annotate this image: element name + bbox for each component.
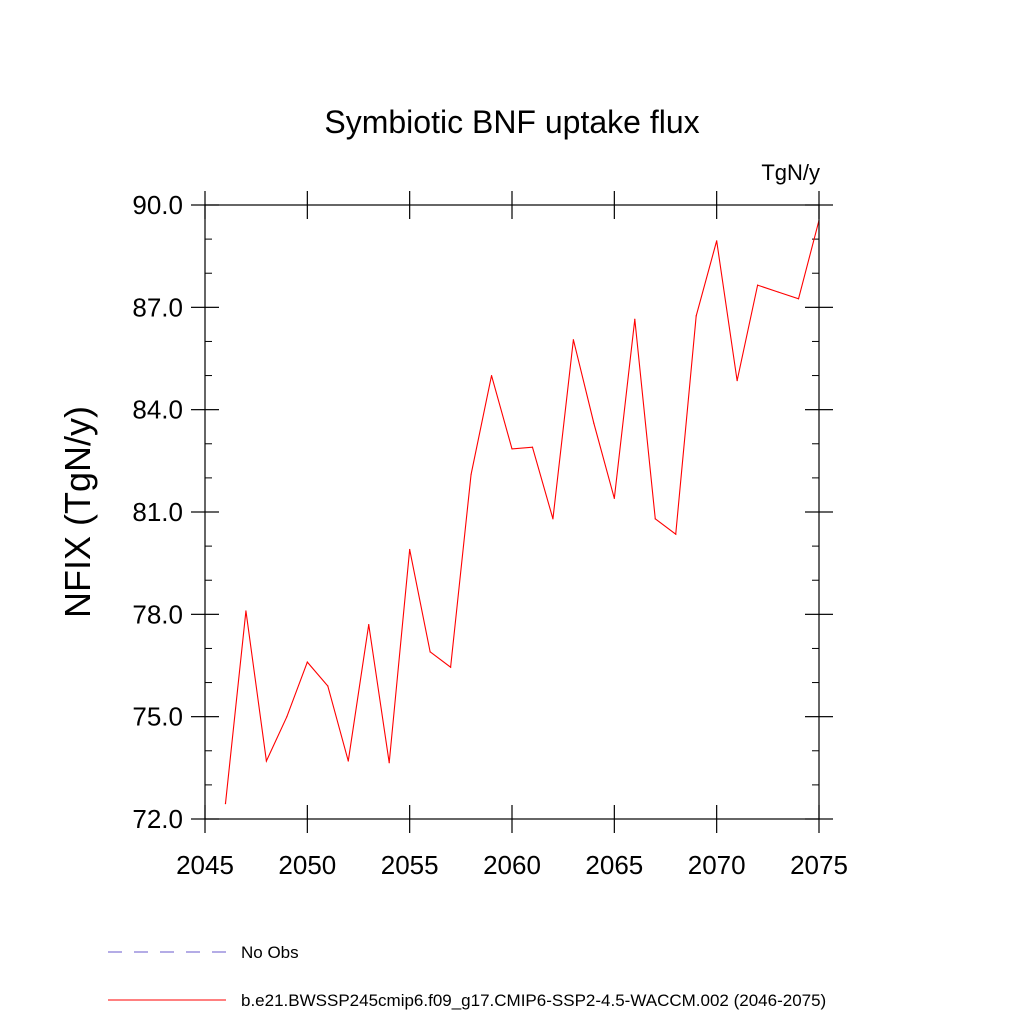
units-label: TgN/y <box>761 160 820 185</box>
x-tick-label: 2060 <box>483 850 541 880</box>
data-point <box>675 533 677 535</box>
data-point <box>654 518 656 520</box>
data-point <box>286 716 288 718</box>
data-point <box>347 760 349 762</box>
data-point <box>327 685 329 687</box>
data-point <box>511 448 513 450</box>
data-point <box>490 374 493 377</box>
y-tick-label: 81.0 <box>132 497 183 527</box>
data-point <box>736 380 738 382</box>
x-tick-label: 2070 <box>688 850 746 880</box>
data-point <box>470 473 472 476</box>
chart-title: Symbiotic BNF uptake flux <box>324 104 699 140</box>
data-point <box>245 610 247 612</box>
data-point <box>593 422 595 424</box>
series-layer <box>224 219 820 805</box>
x-tick-label: 2055 <box>381 850 439 880</box>
tick-labels: 2045 2050 2055 2060 2065 2070 2075 72.0 75.0 78.0… <box>132 190 848 880</box>
y-tick-label: 78.0 <box>132 599 183 629</box>
data-point <box>409 548 411 551</box>
minor-ticks <box>205 238 819 786</box>
y-tick-label: 84.0 <box>132 395 183 425</box>
data-point <box>552 518 554 520</box>
y-tick-label: 87.0 <box>132 292 183 322</box>
legend-label-0: No Obs <box>241 943 299 962</box>
x-tick-label: 2075 <box>790 850 848 880</box>
data-point <box>306 661 308 663</box>
plot-frame <box>204 204 820 820</box>
data-point <box>634 318 636 320</box>
data-point <box>388 762 390 764</box>
data-point <box>572 339 575 341</box>
data-point <box>368 623 370 626</box>
x-tick-label: 2065 <box>585 850 643 880</box>
legend-label-1: b.e21.BWSSP245cmip6.f09_g17.CMIP6-SSP2-4… <box>241 991 826 1010</box>
data-point <box>265 760 267 762</box>
data-point <box>716 240 718 242</box>
x-tick-label: 2050 <box>278 850 336 880</box>
major-ticks <box>191 191 833 833</box>
y-tick-label: 75.0 <box>132 702 183 732</box>
data-point <box>777 291 779 293</box>
data-point <box>224 803 227 805</box>
data-point <box>695 315 697 317</box>
data-point <box>429 651 431 653</box>
legend: No Obs b.e21.BWSSP245cmip6.f09_g17.CMIP6-… <box>108 943 826 1010</box>
data-point <box>797 298 800 300</box>
y-tick-label: 90.0 <box>132 190 183 220</box>
x-tick-label: 2045 <box>176 850 234 880</box>
data-point <box>757 284 759 286</box>
y-tick-label: 72.0 <box>132 804 183 834</box>
data-point <box>450 666 452 668</box>
series-line-1 <box>224 220 820 804</box>
data-point <box>613 497 615 499</box>
data-point <box>531 446 534 448</box>
y-axis-label: NFIX (TgN/y) <box>57 406 98 618</box>
